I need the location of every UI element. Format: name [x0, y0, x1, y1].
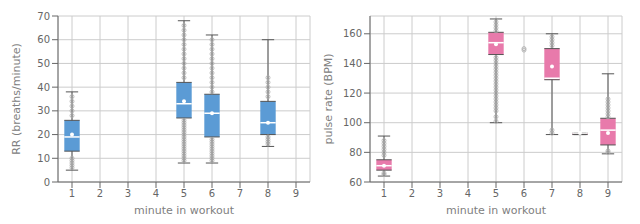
svg-text:3: 3	[125, 188, 131, 199]
svg-text:100: 100	[343, 117, 362, 128]
svg-text:8: 8	[265, 188, 271, 199]
svg-text:2: 2	[409, 188, 415, 199]
svg-text:60: 60	[37, 34, 50, 45]
svg-text:80: 80	[349, 147, 362, 158]
svg-text:0: 0	[44, 177, 50, 188]
svg-text:6: 6	[521, 188, 527, 199]
svg-text:9: 9	[293, 188, 299, 199]
svg-text:5: 5	[493, 188, 499, 199]
svg-text:6: 6	[209, 188, 215, 199]
svg-text:70: 70	[37, 11, 50, 22]
svg-text:20: 20	[37, 129, 50, 140]
svg-text:1: 1	[381, 188, 387, 199]
svg-text:3: 3	[437, 188, 443, 199]
svg-text:140: 140	[343, 58, 362, 69]
svg-text:4: 4	[465, 188, 471, 199]
svg-text:4: 4	[153, 188, 159, 199]
svg-text:10: 10	[37, 153, 50, 164]
svg-text:RR (breaths/minute): RR (breaths/minute)	[10, 43, 23, 155]
svg-text:minute in workout: minute in workout	[134, 204, 235, 216]
svg-text:30: 30	[37, 105, 50, 116]
svg-text:50: 50	[37, 58, 50, 69]
svg-text:160: 160	[343, 28, 362, 39]
svg-text:120: 120	[343, 88, 362, 99]
svg-text:7: 7	[237, 188, 243, 199]
svg-text:1: 1	[69, 188, 75, 199]
svg-text:5: 5	[181, 188, 187, 199]
svg-text:minute in workout: minute in workout	[446, 204, 547, 216]
svg-text:9: 9	[605, 188, 611, 199]
svg-text:40: 40	[37, 82, 50, 93]
svg-text:7: 7	[549, 188, 555, 199]
svg-text:60: 60	[349, 177, 362, 188]
svg-text:2: 2	[97, 188, 103, 199]
svg-text:pulse rate (BPM): pulse rate (BPM)	[322, 53, 335, 144]
svg-text:8: 8	[577, 188, 583, 199]
